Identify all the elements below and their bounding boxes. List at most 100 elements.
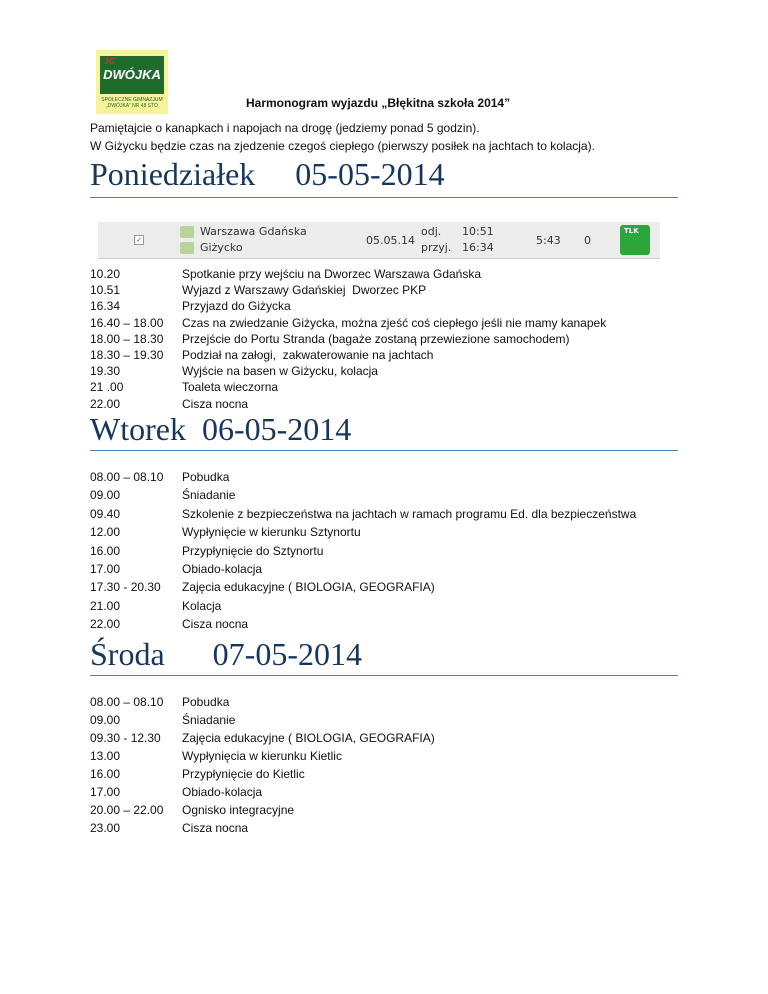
duration: 5:43 — [536, 234, 561, 247]
schedule-row: 18.00 – 18.30 Przejście do Portu Stranda … — [90, 332, 570, 346]
schedule-time: 22.00 — [90, 396, 121, 411]
schedule-activity: Cisza nocna — [182, 396, 249, 411]
schedule-time: 12.00 — [90, 525, 121, 540]
schedule-activity: Przypłynięcie do Kietlic — [182, 767, 305, 781]
train-date: 05.05.14 — [366, 234, 415, 247]
schedule-activity: Podział na załogi, zakwaterowanie na jac… — [182, 348, 434, 362]
schedule-activity: Przyjazd do Giżycka — [182, 299, 291, 314]
intro-line: W Giżycku będzie czas na zjedzenie czego… — [90, 139, 595, 153]
schedule-activity: Toaleta wieczorna — [182, 380, 279, 395]
schedule-activity: Wypłynięcia w kierunku Kietlic — [182, 749, 342, 763]
schedule-activity: Ognisko integracyjne — [182, 803, 295, 817]
school-logo: JG DWÓJKA SPOŁECZNE GIMNAZJUM „DWÓJKA” NR … — [96, 50, 168, 114]
schedule-row: 09.00 Śniadanie — [90, 488, 235, 502]
schedule-row: 17.00 Obiado-kolacja — [90, 785, 262, 799]
schedule-row: 13.00 Wypłynięcia w kierunku Kietlic — [90, 749, 342, 763]
schedule-time: 09.30 - 12.30 — [90, 731, 161, 745]
train-connection: ✓ Warszawa Gdańska Giżycko 05.05.14 odj.… — [98, 222, 660, 259]
schedule-time: 23.00 — [90, 821, 121, 835]
schedule-row: 08.00 – 08.10 Pobudka — [90, 695, 229, 709]
schedule-time: 19.30 — [90, 364, 121, 379]
changes: 0 — [584, 234, 591, 247]
schedule-time: 17.00 — [90, 562, 121, 576]
schedule-time: 08.00 – 08.10 — [90, 470, 164, 484]
schedule-row: 21.00 Kolacja — [90, 599, 221, 613]
schedule-time: 20.00 – 22.00 — [90, 803, 164, 817]
schedule-row: 09.40 Szkolenie z bezpieczeństwa na jacht… — [90, 507, 636, 521]
schedule-row: 16.00 Przypłynięcie do Kietlic — [90, 767, 305, 781]
schedule-activity: Pobudka — [182, 695, 230, 709]
station-icon — [180, 242, 194, 254]
schedule-row: 18.30 – 19.30 Podział na załogi, zakwater… — [90, 348, 433, 362]
schedule-row: 19.30 Wyjście na basen w Giżycku, kolacja — [90, 364, 378, 378]
schedule-activity: Cisza nocna — [182, 821, 249, 835]
schedule-row: 16.40 – 18.00 Czas na zwiedzanie Giżycka,… — [90, 316, 606, 330]
schedule-activity: Kolacja — [182, 598, 222, 613]
schedule-activity: Śniadanie — [182, 488, 236, 503]
schedule-time: 08.00 – 08.10 — [90, 695, 164, 709]
day-heading: Poniedziałek 05-05-2014 — [90, 156, 445, 192]
schedule-row: 23.00 Cisza nocna — [90, 821, 248, 835]
checkbox-checked: ✓ — [134, 235, 144, 245]
to-station: Giżycko — [200, 241, 243, 254]
schedule-activity: Wypłynięcie w kierunku Sztynortu — [182, 525, 361, 540]
schedule-row: 10.20 Spotkanie przy wejściu na Dworzec W… — [90, 267, 481, 281]
schedule-time: 18.30 – 19.30 — [90, 348, 164, 362]
schedule-row: 12.00 Wypłynięcie w kierunku Sztynortu — [90, 525, 361, 539]
schedule-row: 09.30 - 12.30 Zajęcia edukacyjne ( BIOLOG… — [90, 731, 435, 745]
schedule-row: 08.00 – 08.10 Pobudka — [90, 470, 229, 484]
schedule-activity: Czas na zwiedzanie Giżycka, można zjeść … — [182, 315, 607, 330]
schedule-time: 21.00 — [90, 598, 121, 613]
schedule-row: 21 .00 Toaleta wieczorna — [90, 380, 278, 394]
schedule-row: 20.00 – 22.00 Ognisko integracyjne — [90, 803, 294, 817]
schedule-row: 17.00 Obiado-kolacja — [90, 562, 262, 576]
schedule-row: 22.00 Cisza nocna — [90, 397, 248, 411]
schedule-time: 10.51 — [90, 283, 121, 298]
schedule-activity: Zajęcia edukacyjne ( BIOLOGIA, GEOGRAFIA… — [182, 580, 435, 595]
schedule-time: 17.00 — [90, 785, 121, 799]
schedule-time: 16.40 – 18.00 — [90, 315, 164, 330]
intro-line: Pamiętajcie o kanapkach i napojach na dr… — [90, 121, 480, 135]
from-station: Warszawa Gdańska — [200, 225, 307, 238]
schedule-time: 10.20 — [90, 267, 121, 281]
schedule-time: 16.00 — [90, 543, 121, 558]
tlk-train-icon: TLK — [620, 225, 650, 255]
schedule-time: 16.00 — [90, 767, 121, 781]
day-heading: Wtorek 06-05-2014 — [90, 411, 352, 447]
schedule-activity: Śniadanie — [182, 713, 236, 727]
schedule-time: 22.00 — [90, 617, 121, 632]
schedule-row: 17.30 - 20.30 Zajęcia edukacyjne ( BIOLOG… — [90, 580, 435, 594]
schedule-time: 21 .00 — [90, 380, 124, 395]
schedule-row: 16.34 Przyjazd do Giżycka — [90, 299, 291, 313]
schedule-activity: Obiado-kolacja — [182, 785, 263, 799]
dep-time: 10:51 — [462, 225, 494, 238]
schedule-activity: Przejście do Portu Stranda (bagaże zosta… — [182, 331, 570, 346]
schedule-time: 13.00 — [90, 749, 121, 763]
station-icon — [180, 226, 194, 238]
schedule-activity: Zajęcia edukacyjne ( BIOLOGIA, GEOGRAFIA… — [182, 731, 435, 745]
schedule-activity: Wyjście na basen w Giżycku, kolacja — [182, 364, 378, 379]
schedule-time: 09.40 — [90, 506, 121, 521]
schedule-activity: Pobudka — [182, 470, 230, 484]
schedule-activity: Cisza nocna — [182, 617, 249, 632]
dep-label: odj. — [421, 225, 442, 238]
schedule-row: 16.00 Przypłynięcie do Sztynortu — [90, 544, 323, 558]
schedule-row: 10.51 Wyjazd z Warszawy Gdańskiej Dworzec… — [90, 283, 426, 297]
schedule-activity: Wyjazd z Warszawy Gdańskiej Dworzec PKP — [182, 283, 427, 298]
arr-label: przyj. — [421, 241, 452, 254]
heading-rule — [90, 675, 678, 676]
schedule-time: 09.00 — [90, 713, 121, 727]
schedule-time: 16.34 — [90, 299, 121, 314]
schedule-activity: Przypłynięcie do Sztynortu — [182, 543, 324, 558]
schedule-activity: Spotkanie przy wejściu na Dworzec Warsza… — [182, 267, 482, 281]
schedule-row: 22.00 Cisza nocna — [90, 617, 248, 631]
schedule-activity: Obiado-kolacja — [182, 562, 263, 576]
heading-rule — [90, 197, 678, 198]
document-title: Harmonogram wyjazdu „Błękitna szkoła 201… — [246, 96, 511, 110]
schedule-time: 18.00 – 18.30 — [90, 331, 164, 346]
schedule-time: 17.30 - 20.30 — [90, 580, 161, 595]
schedule-time: 09.00 — [90, 488, 121, 503]
heading-rule — [90, 450, 678, 451]
schedule-activity: Szkolenie z bezpieczeństwa na jachtach w… — [182, 506, 637, 521]
